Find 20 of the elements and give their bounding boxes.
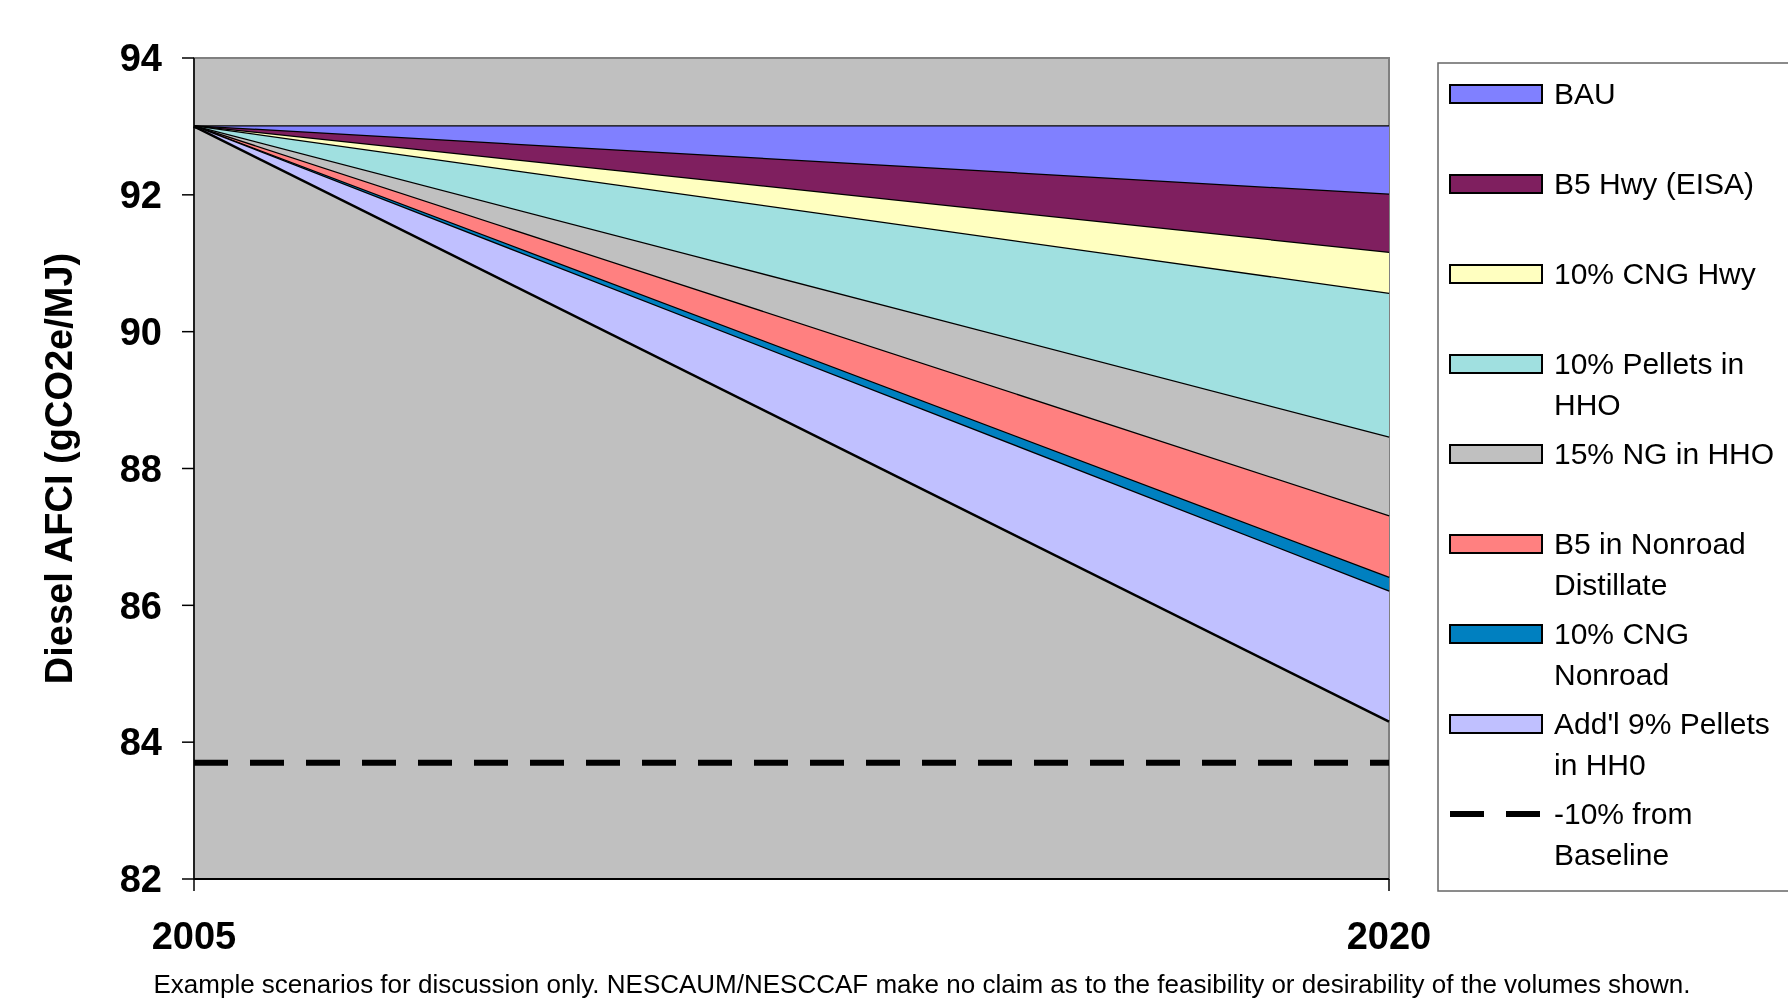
- y-tick-label: 94: [119, 37, 162, 80]
- legend-label: B5 in Nonroad Distillate: [1554, 527, 1746, 601]
- legend-label: B5 Hwy (EISA): [1554, 167, 1755, 200]
- legend-label: 10% Pellets in HHO: [1554, 347, 1745, 421]
- legend-label: -10% from Baseline: [1554, 797, 1693, 871]
- y-tick-label: 86: [119, 584, 162, 627]
- legend-label: BAU: [1554, 77, 1616, 110]
- legend-label: 10% CNG Nonroad: [1554, 617, 1690, 691]
- y-tick-label: 90: [119, 310, 162, 353]
- legend-label: 10% CNG Hwy: [1554, 257, 1756, 290]
- text: Example scenarios for discussion only. NESCAUM/NESCCAF make no claim as to the feasibility or desirability of the volumes shown.: [153, 969, 1691, 998]
- y-tick-label: 88: [119, 447, 162, 490]
- legend-label: Add'l 9% Pellets in HH0: [1554, 707, 1770, 781]
- legend-label: 15% NG in HHO: [1554, 437, 1775, 470]
- y-tick-label: 92: [119, 174, 162, 217]
- x-tick-label: 2020: [1346, 915, 1432, 957]
- y-tick-label: 82: [119, 858, 162, 901]
- x-tick-label: 2005: [151, 915, 237, 957]
- y-tick-label: 84: [119, 721, 162, 764]
- y-axis-title: Diesel AFCI (gCO2e/MJ): [38, 252, 80, 685]
